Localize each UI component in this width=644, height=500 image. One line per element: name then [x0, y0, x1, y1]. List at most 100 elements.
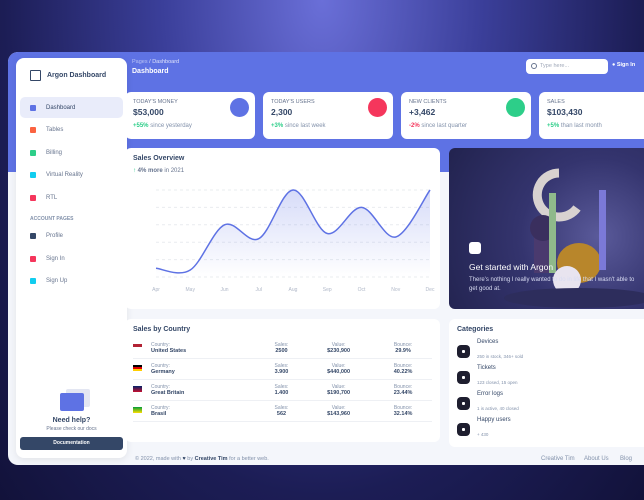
sidebar: Argon Dashboard Dashboard Tables Billing Vi…	[16, 58, 127, 458]
footer-link-blog[interactable]: Blog	[620, 456, 633, 462]
stat-change-value: -2%	[409, 123, 420, 129]
sidebar-item-label: Virtual Reality	[46, 172, 83, 178]
breadcrumb-pages[interactable]: Pages	[132, 59, 148, 65]
sign-in-link[interactable]: ● Sign In	[612, 62, 636, 68]
sidebar-item-label: Tables	[46, 127, 64, 133]
footer-link-about-us[interactable]: About Us	[584, 456, 609, 462]
stat-change-note: since last week	[284, 123, 326, 129]
category-desc: 1 is active, 40 closed	[477, 406, 519, 411]
x-tick-label: Dec	[426, 287, 435, 293]
sidebar-item-sign-in[interactable]: Sign In	[20, 248, 123, 269]
categories-card: Categories Devices 250 in stock, 346+ sol…	[449, 319, 644, 447]
area-fill	[156, 189, 430, 277]
bounce-label: Bounce:	[393, 405, 413, 411]
stat-value: 2,300	[271, 107, 293, 117]
sidebar-item-rtl[interactable]: RTL	[20, 187, 123, 208]
stat-change-value: +5%	[547, 123, 560, 129]
stat-icon	[368, 98, 387, 117]
category-desc: 250 in stock, 346+ sold	[477, 354, 524, 359]
heart-icon: ♥	[182, 456, 186, 462]
help-box: Need help? Please check our docs Documen…	[16, 393, 127, 450]
footer-suffix: for a better web.	[229, 456, 269, 462]
sales-value: 2500	[275, 348, 288, 354]
hero-icon	[469, 242, 481, 254]
stat-change: +55% since yesterday	[133, 123, 247, 129]
country-table: Country: United States Sales: 2500 Value: $23…	[133, 338, 432, 422]
value-label: Value:	[331, 363, 346, 369]
stat-label: NEW CLIENTS	[409, 99, 447, 105]
footer: © 2022, made with ♥ by Creative Tim for …	[135, 456, 644, 465]
stat-label: TODAY'S MONEY	[133, 99, 178, 105]
stat-change-note: since last quarter	[421, 123, 468, 129]
breadcrumb: Pages / Dashboard	[132, 59, 179, 65]
sales-value: 1.400	[274, 390, 289, 396]
author-link[interactable]: Creative Tim	[194, 456, 228, 462]
sidebar-item-virtual-reality[interactable]: Virtual Reality	[20, 165, 123, 186]
category-name: Tickets	[477, 365, 496, 371]
category-icon	[457, 396, 470, 410]
help-title: Need help?	[52, 417, 91, 424]
brand[interactable]: Argon Dashboard	[16, 58, 127, 81]
sales-label: Sales:	[274, 384, 289, 390]
value-value: $143,960	[327, 411, 351, 417]
stat-value: $103,430	[547, 107, 583, 117]
value-value: $190,700	[327, 390, 351, 396]
app-icon	[30, 172, 36, 178]
sales-chart: Apr May Jun Jul Aug Sep Oct Nov Dec	[152, 189, 435, 293]
footer-link-creative-tim[interactable]: Creative Tim	[541, 456, 575, 462]
logo-icon	[30, 70, 41, 81]
hero-card: Get started with Argon There's nothing I…	[449, 148, 644, 309]
country-label: Country:	[151, 405, 170, 411]
sidebar-nav: Dashboard Tables Billing Virtual Reality RTL…	[16, 97, 127, 292]
bounce-label: Bounce:	[393, 363, 413, 369]
stat-change-value: +3%	[271, 123, 284, 129]
sales-value: 3.900	[274, 369, 289, 375]
sidebar-item-label: Billing	[46, 149, 63, 156]
world-icon	[30, 194, 36, 201]
footer-by: by	[187, 456, 194, 462]
category-name: Devices	[477, 339, 499, 345]
x-tick-label: Nov	[391, 287, 400, 293]
country-label: Country:	[151, 384, 170, 390]
sidebar-item-dashboard[interactable]: Dashboard	[20, 97, 123, 118]
account-pages-heading: ACCOUNT PAGES	[30, 215, 74, 222]
category-item[interactable]: Happy users + 430	[457, 416, 641, 442]
sidebar-item-billing[interactable]: Billing	[20, 142, 123, 163]
stat-label: TODAY'S USERS	[271, 99, 315, 105]
sidebar-item-sign-up[interactable]: Sign Up	[20, 271, 123, 292]
table-row: Country: Germany Sales: 3.900 Value: $440,000…	[133, 358, 432, 380]
hero-text: There's nothing I really wanted to do in…	[469, 277, 635, 292]
search-input[interactable]: Type here...	[526, 59, 608, 74]
sign-in-label: Sign In	[616, 62, 636, 68]
sidebar-item-label: Sign Up	[46, 278, 68, 284]
bounce-value: 40.22%	[393, 369, 413, 375]
stat-value: $53,000	[133, 107, 164, 117]
help-text: Please check our docs	[46, 426, 97, 432]
chart-subtitle-bold: 4% more	[137, 168, 163, 174]
categories-title: Categories	[457, 326, 494, 333]
stat-change-value: +55%	[133, 123, 149, 129]
stat-card: SALES $103,430 +5% than last month	[539, 92, 644, 139]
category-desc: 123 closed, 15 open	[477, 380, 518, 385]
app-window: Argon Dashboard Dashboard Tables Billing Vi…	[8, 52, 644, 465]
stat-value: +3,462	[409, 107, 436, 117]
bounce-value: 32.14%	[393, 411, 413, 417]
stat-change: +5% than last month	[547, 123, 644, 129]
sidebar-item-tables[interactable]: Tables	[20, 120, 123, 141]
sales-overview-card: Sales Overview ↑ 4% more in 2021 Apr May J…	[125, 148, 440, 309]
category-item[interactable]: Error logs 1 is active, 40 closed	[457, 390, 641, 416]
bounce-value: 29.9%	[395, 348, 411, 354]
documentation-button[interactable]: Documentation	[20, 437, 123, 450]
x-tick-label: May	[186, 287, 196, 293]
sidebar-item-profile[interactable]: Profile	[20, 226, 123, 247]
category-item[interactable]: Tickets 123 closed, 15 open	[457, 364, 641, 390]
category-item[interactable]: Devices 250 in stock, 346+ sold	[457, 338, 641, 364]
stat-card: TODAY'S USERS 2,300 +3% since last week	[263, 92, 393, 139]
table-row: Country: Great Britain Sales: 1.400 Value: $1…	[133, 379, 432, 401]
sales-label: Sales:	[274, 342, 289, 348]
category-icon	[457, 370, 470, 384]
value-label: Value:	[331, 405, 346, 411]
flag-us-icon	[133, 344, 142, 350]
country-value: Germany	[151, 369, 175, 375]
hero-title: Get started with Argon	[469, 262, 554, 272]
